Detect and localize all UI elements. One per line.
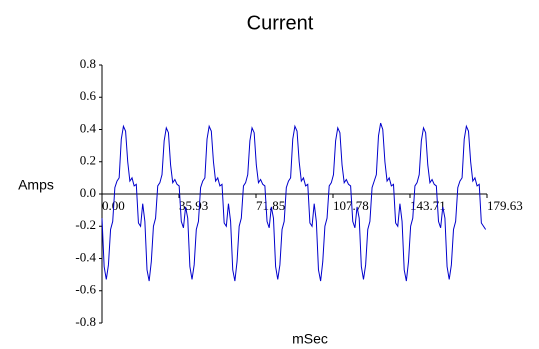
x-tick-label: 143.71	[410, 198, 446, 213]
y-tick-label: -0.8	[75, 314, 96, 329]
x-axis-label: mSec	[292, 331, 328, 347]
y-tick-label: 0.0	[80, 185, 96, 200]
y-tick-label: 0.8	[80, 56, 96, 71]
y-tick-label: 0.6	[80, 88, 97, 103]
chart-title: Current	[247, 12, 314, 34]
y-tick-label: 0.2	[80, 153, 96, 168]
y-axis-label: Amps	[18, 177, 54, 193]
y-tick-label: -0.2	[75, 217, 96, 232]
x-tick-label: 71.85	[256, 198, 285, 213]
y-tick-label: -0.4	[75, 249, 96, 264]
y-tick-label: 0.4	[80, 120, 97, 135]
data-line	[101, 122, 487, 282]
y-tick-label: -0.6	[75, 282, 96, 297]
x-tick-label: 35.93	[179, 198, 208, 213]
x-tick-label: 107.78	[333, 198, 369, 213]
x-tick-label: 179.63	[487, 198, 523, 213]
